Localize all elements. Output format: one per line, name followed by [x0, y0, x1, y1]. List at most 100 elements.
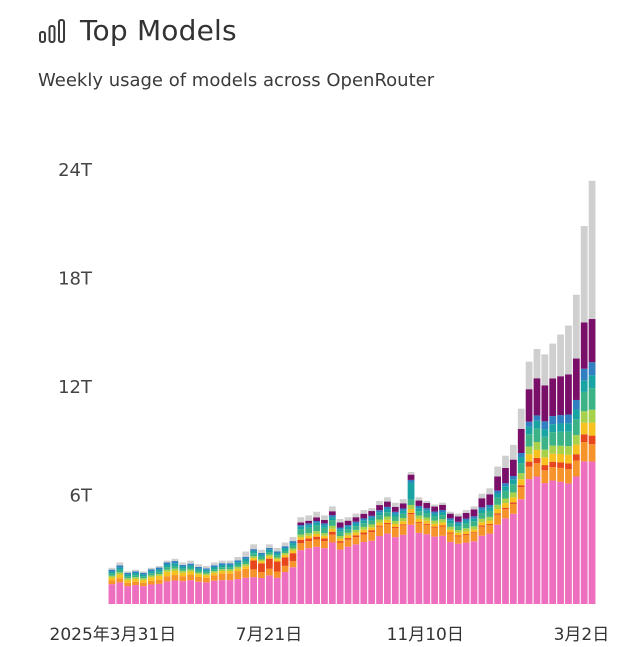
bar-segment	[328, 517, 336, 521]
bar-segment	[281, 554, 289, 558]
bar-segment	[281, 550, 289, 553]
bar-segment	[368, 515, 376, 518]
bar-segment	[454, 543, 462, 604]
y-tick-label: 6T	[70, 486, 93, 507]
bar-segment	[391, 524, 399, 528]
x-tick-label: 2025年3月31日	[50, 625, 177, 645]
bar-segment	[313, 521, 320, 523]
bar-segment	[297, 529, 305, 535]
bar-segment	[376, 519, 383, 523]
bar-segment	[321, 525, 328, 528]
bar-segment	[344, 546, 352, 604]
bar-segment	[502, 483, 509, 487]
bar-segment	[210, 572, 218, 576]
bar-segment	[509, 444, 517, 460]
bar-segment	[368, 511, 376, 516]
bar-segment	[234, 562, 242, 565]
y-tick-label: 18T	[58, 269, 93, 290]
bar-segment	[321, 538, 328, 542]
bar-segment	[155, 574, 163, 576]
bar-segment	[147, 577, 155, 581]
bar-segment	[116, 569, 124, 573]
bar-segment	[242, 551, 250, 557]
bar-segment	[572, 409, 580, 420]
bar-segment	[344, 529, 352, 533]
bar-segment	[462, 531, 470, 534]
bar-segment	[588, 435, 596, 445]
bar-segment	[258, 553, 265, 555]
bar-segment	[297, 543, 305, 551]
bar-segment	[478, 518, 486, 523]
bar-segment	[509, 513, 517, 604]
bar-segment	[226, 560, 234, 564]
bar-segment	[281, 548, 289, 551]
bar-segment	[297, 534, 305, 538]
bar-segment	[234, 560, 242, 563]
bar-segment	[439, 504, 446, 510]
bar-segment	[328, 515, 336, 518]
bar-segment	[431, 520, 439, 524]
bar-segment	[580, 411, 588, 423]
bar-segment	[108, 580, 116, 585]
bar-segment	[297, 550, 305, 604]
bar-segment	[462, 533, 470, 535]
bar-segment	[376, 535, 383, 604]
bar-segment	[486, 510, 494, 517]
bar-segment	[533, 457, 541, 464]
bar-segment	[486, 524, 494, 526]
bar-segment	[163, 567, 171, 570]
bar-segment	[407, 479, 415, 483]
bar-segment	[242, 561, 250, 565]
bar-segment	[565, 446, 572, 455]
bar-segment	[399, 521, 407, 525]
bar-segment	[557, 467, 564, 482]
bar-segment	[517, 485, 525, 488]
bar-segment	[210, 580, 218, 604]
bar-segment	[147, 573, 155, 576]
bar-segment	[328, 528, 336, 532]
bar-segment	[336, 536, 344, 539]
bar-segment	[155, 569, 163, 572]
bar-segment	[533, 476, 541, 604]
bar-segment	[265, 544, 273, 548]
bar-segment	[273, 559, 281, 562]
bar-segment	[541, 354, 549, 386]
bar-segment	[250, 553, 257, 557]
bar-segment	[580, 391, 588, 412]
y-tick-label: 24T	[58, 160, 93, 181]
bar-segment	[391, 520, 399, 524]
bar-segment	[305, 525, 313, 528]
bar-segment	[258, 556, 265, 560]
bar-segment	[557, 431, 564, 446]
bar-segment	[502, 490, 509, 499]
bar-segment	[242, 566, 250, 569]
bar-segment	[454, 535, 462, 537]
bar-segment	[447, 533, 454, 542]
bar-segment	[486, 525, 494, 534]
bar-segment	[486, 520, 494, 525]
bar-segment	[572, 444, 580, 455]
bar-segment	[179, 562, 187, 565]
x-tick-label: 3月2日	[554, 625, 610, 645]
bar-segment	[179, 568, 187, 571]
bar-segment	[391, 506, 399, 512]
bar-segment	[336, 538, 344, 542]
bar-segment	[478, 493, 486, 499]
bar-segment	[549, 378, 557, 417]
bar-segment	[305, 535, 313, 539]
bar-segment	[187, 565, 195, 568]
bar-segment	[447, 532, 454, 534]
bar-segment	[132, 581, 139, 586]
bar-segment	[226, 571, 234, 574]
bar-segment	[195, 576, 202, 582]
bar-segment	[258, 561, 265, 564]
bar-segment	[565, 454, 572, 464]
bar-segment	[462, 542, 470, 604]
bar-segment	[391, 502, 399, 507]
bar-segment	[368, 508, 376, 512]
bar-segment	[439, 525, 446, 527]
bar-segment	[565, 469, 572, 484]
bar-segment	[273, 557, 281, 560]
bar-segment	[502, 467, 509, 484]
bar-segment	[360, 513, 368, 519]
